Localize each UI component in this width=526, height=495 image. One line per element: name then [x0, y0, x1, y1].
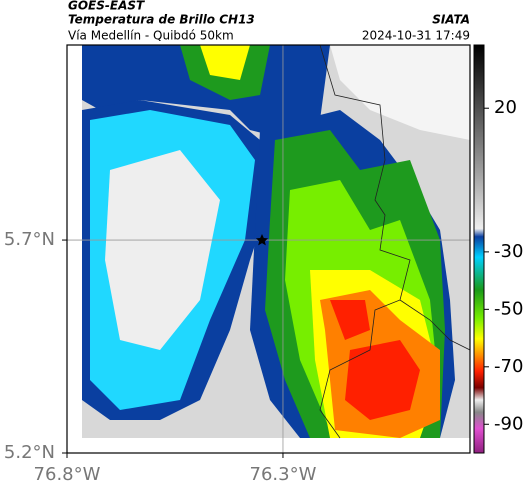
location-star [255, 234, 269, 246]
colorbar-tick-label: -30 [494, 241, 523, 262]
title: GOES-EAST [68, 0, 145, 13]
map-frame [66, 44, 471, 454]
x-tick-label: 76.8°W [34, 464, 101, 485]
y-tick-label: 5.2°N [4, 442, 55, 463]
x-tick-label: 76.3°W [250, 464, 317, 485]
colorbar-tick-label: -50 [494, 298, 523, 319]
map-field [67, 45, 470, 453]
colorbar-tick-label: -70 [494, 356, 523, 377]
timestamp: 2024-10-31 17:49 [362, 29, 470, 43]
colorbar [473, 44, 485, 454]
route: Vía Medellín - Quibdó 50km [68, 29, 234, 43]
colorbar-tick-label: 20 [494, 97, 517, 118]
colorbar-tick-label: -90 [494, 413, 523, 434]
source: SIATA [432, 13, 470, 27]
y-tick-label: 5.7°N [4, 229, 55, 250]
subtitle: Temperatura de Brillo CH13 [68, 13, 255, 27]
